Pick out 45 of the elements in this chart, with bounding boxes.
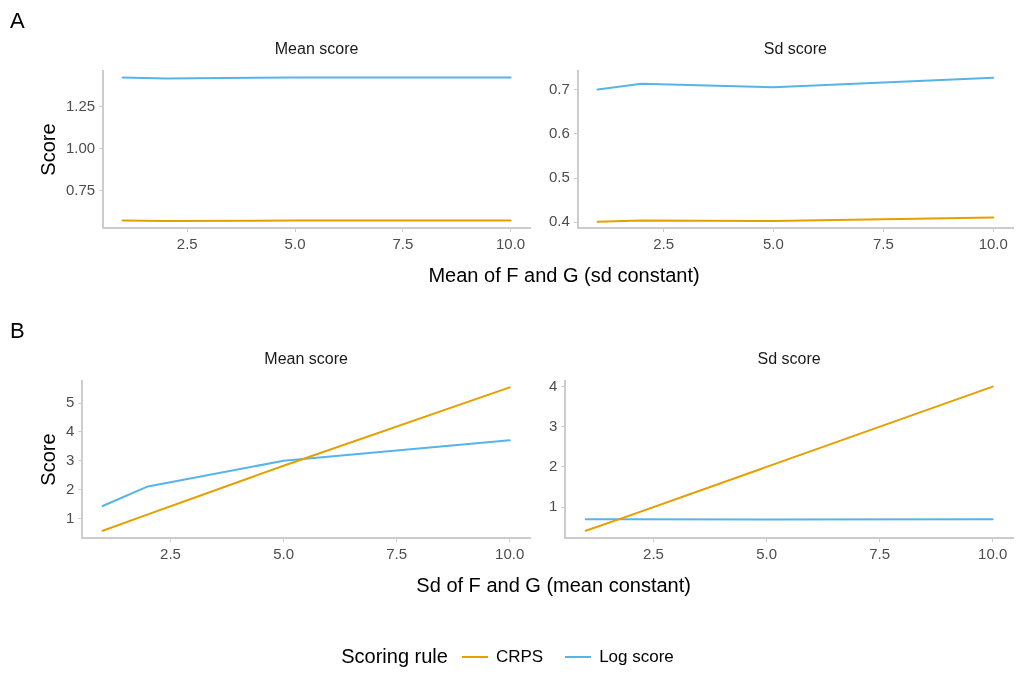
- y-tick-label: 2: [549, 457, 558, 475]
- x-tick-label: 2.5: [160, 545, 181, 563]
- y-tick-label: 0.5: [548, 168, 570, 186]
- chart-title: Sd score: [762, 40, 828, 58]
- x-axis-title: Sd of F and G (mean constant): [415, 574, 692, 597]
- y-tick-label: 5: [66, 393, 75, 411]
- x-tick-label: 5.0: [763, 235, 784, 253]
- y-tick-label: 0.7: [548, 79, 570, 97]
- text: B: [10, 318, 25, 344]
- y-tick-label: 1: [66, 508, 75, 526]
- y-tick-label: 4: [66, 422, 75, 440]
- y-tick-label: 1: [549, 497, 558, 515]
- y-tick-label: 1.00: [65, 138, 96, 156]
- x-tick-label: 2.5: [176, 235, 198, 253]
- x-tick-label: 2.5: [653, 235, 674, 253]
- chart-title: Sd score: [756, 350, 822, 368]
- x-tick-label: 7.5: [392, 235, 414, 253]
- y-tick-label: 0.4: [548, 212, 570, 230]
- x-tick-label: 10.0: [496, 235, 526, 253]
- y-tick-label: 3: [549, 416, 558, 434]
- chart-title: Mean score: [273, 40, 360, 58]
- legend-label: Log score: [599, 646, 674, 667]
- x-tick-label: 2.5: [643, 545, 664, 563]
- y-tick-label: 1.25: [65, 96, 96, 114]
- y-tick-label: 2: [66, 479, 75, 497]
- chart-title: Mean score: [263, 350, 349, 368]
- y-axis-title: Score: [36, 432, 60, 486]
- x-axis-title: Mean of F and G (sd constant): [427, 264, 701, 287]
- x-tick-label: 5.0: [756, 545, 777, 563]
- x-tick-label: 7.5: [872, 235, 894, 253]
- x-tick-label: 10.0: [495, 545, 525, 563]
- text: A: [10, 8, 25, 34]
- y-tick-label: 4: [549, 376, 558, 394]
- y-tick-label: 3: [66, 450, 75, 468]
- x-tick-label: 10.0: [978, 545, 1008, 563]
- x-tick-label: 5.0: [273, 545, 294, 563]
- y-axis-title: Score: [36, 122, 60, 176]
- x-tick-label: 7.5: [869, 545, 891, 563]
- x-tick-label: 7.5: [386, 545, 408, 563]
- legend-title: Scoring rule: [341, 645, 448, 668]
- y-tick-label: 0.6: [548, 123, 570, 141]
- x-tick-label: 10.0: [978, 235, 1008, 253]
- legend-label: CRPS: [495, 646, 544, 667]
- y-tick-label: 0.75: [65, 180, 96, 198]
- x-tick-label: 5.0: [284, 235, 306, 253]
